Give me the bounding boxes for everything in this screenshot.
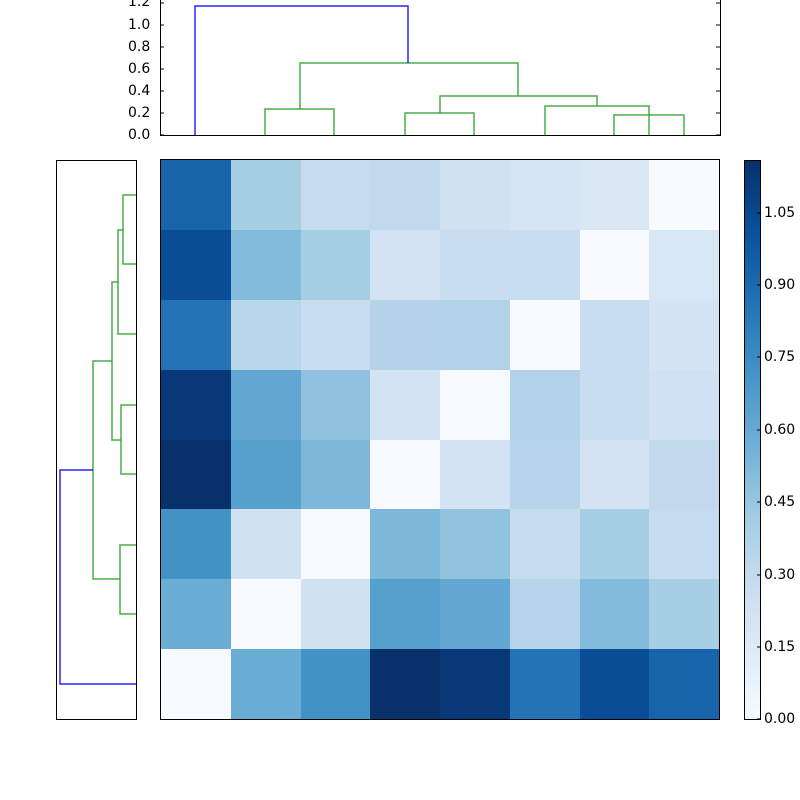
heatmap-cell bbox=[370, 160, 440, 230]
heatmap-cell bbox=[300, 229, 371, 300]
heatmap-cell bbox=[161, 509, 231, 580]
heatmap-cell bbox=[649, 160, 719, 230]
heatmap-cell bbox=[579, 439, 650, 510]
top-ytick-label: 0.6 bbox=[128, 61, 151, 77]
heatmap-cell bbox=[509, 509, 580, 580]
top-ytick-label: 1.2 bbox=[128, 0, 151, 10]
heatmap-cell bbox=[649, 299, 719, 370]
heatmap-cell bbox=[509, 369, 580, 440]
heatmap-cell bbox=[370, 369, 440, 440]
heatmap-cell bbox=[230, 509, 301, 580]
heatmap-cell bbox=[440, 160, 510, 230]
heatmap-cell bbox=[300, 579, 371, 650]
colorbar-tick-label: 0.15 bbox=[764, 639, 796, 655]
heatmap-cell bbox=[509, 649, 580, 719]
heatmap-cell bbox=[440, 509, 510, 580]
heatmap-cell bbox=[161, 579, 231, 650]
heatmap-cell bbox=[161, 160, 231, 230]
heatmap-cell bbox=[230, 579, 301, 650]
top-ytick-label: 0.0 bbox=[128, 127, 151, 143]
heatmap-cell bbox=[579, 579, 650, 650]
heatmap-cell bbox=[370, 299, 440, 370]
colorbar-tick-label: 0.75 bbox=[764, 349, 796, 365]
heatmap-cell bbox=[509, 229, 580, 300]
heatmap-cell bbox=[440, 369, 510, 440]
heatmap-cell bbox=[300, 439, 371, 510]
heatmap-cell bbox=[300, 299, 371, 370]
heatmap-cell bbox=[230, 160, 301, 230]
colorbar-tick-label: 0.00 bbox=[764, 711, 796, 727]
heatmap-cell bbox=[509, 439, 580, 510]
heatmap-cell bbox=[579, 509, 650, 580]
heatmap-cell bbox=[300, 160, 371, 230]
top-ytick-label: 0.2 bbox=[128, 105, 151, 121]
heatmap-cell bbox=[440, 439, 510, 510]
heatmap-cell bbox=[161, 439, 231, 510]
heatmap-cell bbox=[230, 299, 301, 370]
top-ytick-label: 0.4 bbox=[128, 83, 151, 99]
colorbar-tick-label: 0.90 bbox=[764, 277, 796, 293]
heatmap-cell bbox=[230, 369, 301, 440]
colorbar-tick-label: 0.45 bbox=[764, 494, 796, 510]
heatmap-cell bbox=[440, 649, 510, 719]
heatmap-cell bbox=[300, 369, 371, 440]
heatmap-cell bbox=[230, 229, 301, 300]
colorbar bbox=[744, 160, 761, 720]
heatmap-cell bbox=[161, 229, 231, 300]
heatmap-cell bbox=[649, 649, 719, 719]
colorbar-tick-label: 0.30 bbox=[764, 567, 796, 583]
heatmap-cell bbox=[649, 439, 719, 510]
heatmap-cell bbox=[579, 229, 650, 300]
heatmap bbox=[160, 159, 720, 720]
heatmap-cell bbox=[579, 299, 650, 370]
heatmap-cell bbox=[649, 369, 719, 440]
heatmap-cell bbox=[509, 160, 580, 230]
colorbar-tick-label: 1.05 bbox=[764, 205, 796, 221]
heatmap-cell bbox=[230, 649, 301, 719]
top-ytick-label: 0.8 bbox=[128, 39, 151, 55]
heatmap-cell bbox=[579, 160, 650, 230]
heatmap-cell bbox=[440, 299, 510, 370]
heatmap-cell bbox=[370, 439, 440, 510]
heatmap-cell bbox=[370, 649, 440, 719]
heatmap-cell bbox=[230, 439, 301, 510]
heatmap-cell bbox=[579, 369, 650, 440]
heatmap-cell bbox=[509, 579, 580, 650]
heatmap-cell bbox=[300, 649, 371, 719]
colorbar-tick-label: 0.60 bbox=[764, 422, 796, 438]
heatmap-cell bbox=[370, 229, 440, 300]
heatmap-cell bbox=[161, 369, 231, 440]
heatmap-cell bbox=[370, 579, 440, 650]
heatmap-cell bbox=[161, 299, 231, 370]
heatmap-cell bbox=[649, 229, 719, 300]
top-ytick-label: 1.0 bbox=[128, 17, 151, 33]
heatmap-cell bbox=[161, 649, 231, 719]
heatmap-cell bbox=[649, 579, 719, 650]
heatmap-cell bbox=[440, 229, 510, 300]
heatmap-cell bbox=[509, 299, 580, 370]
heatmap-cell bbox=[370, 509, 440, 580]
heatmap-cell bbox=[300, 509, 371, 580]
heatmap-cell bbox=[649, 509, 719, 580]
heatmap-cell bbox=[440, 579, 510, 650]
heatmap-cell bbox=[579, 649, 650, 719]
